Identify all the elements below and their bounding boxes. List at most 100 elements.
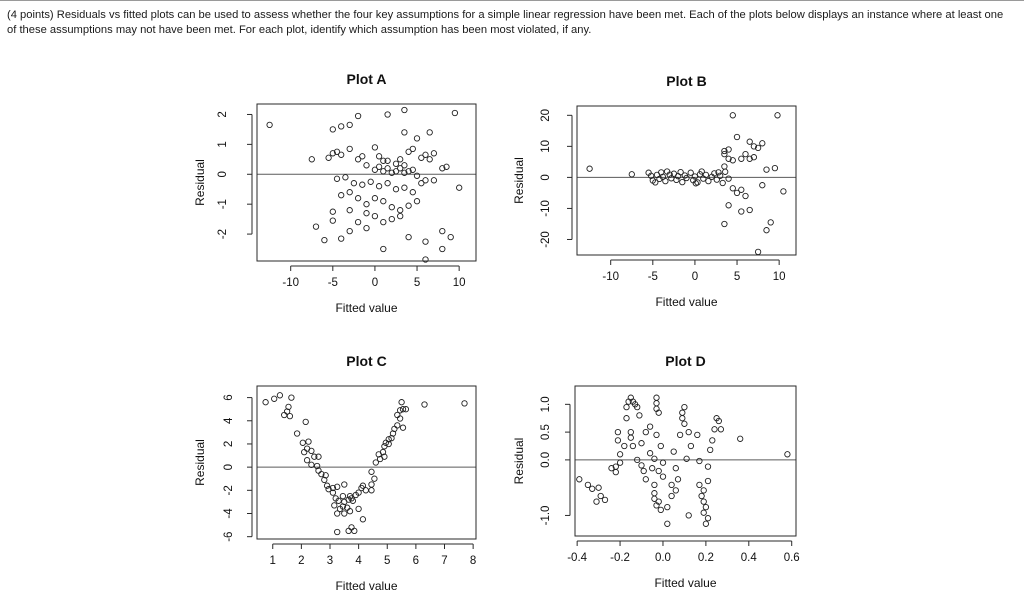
plot-title: Plot A <box>347 71 387 87</box>
data-point <box>696 481 703 489</box>
data-point <box>363 224 370 232</box>
y-axis: -20 -10 0 10 20 <box>540 109 573 248</box>
data-point <box>308 461 315 468</box>
data-point <box>662 177 669 185</box>
data-point <box>271 395 278 402</box>
data-point <box>721 220 728 228</box>
data-point <box>299 439 306 446</box>
plot-frame <box>576 105 797 256</box>
data-point <box>707 446 714 454</box>
data-point <box>696 457 703 465</box>
data-point <box>668 481 675 489</box>
data-point <box>346 492 354 500</box>
data-point <box>725 146 732 153</box>
data-point <box>784 451 791 458</box>
data-point <box>656 175 663 183</box>
data-point <box>627 428 634 436</box>
data-point <box>401 106 408 114</box>
data-point <box>331 502 338 509</box>
data-point <box>302 418 309 426</box>
data-point <box>409 189 416 196</box>
data-point <box>702 503 710 511</box>
data-point <box>341 510 348 517</box>
data-point <box>388 169 395 176</box>
x-tick-label: -5 <box>648 271 658 283</box>
x-tick-label: -0.2 <box>610 552 630 564</box>
data-point <box>729 157 736 164</box>
data-point <box>677 168 684 176</box>
data-point <box>651 455 658 462</box>
data-point <box>651 490 658 497</box>
data-point <box>668 492 675 500</box>
data-point <box>759 140 766 147</box>
data-point <box>653 394 660 401</box>
data-point <box>355 505 362 513</box>
data-point <box>717 172 724 179</box>
data-point <box>346 207 353 214</box>
data-point <box>634 456 641 464</box>
data-point <box>409 166 416 173</box>
data-point <box>329 126 336 133</box>
data-point <box>329 150 336 157</box>
data-point <box>451 109 459 117</box>
data-point <box>262 399 269 406</box>
data-point <box>657 506 664 514</box>
data-point <box>422 256 429 263</box>
y-axis: -1.0 0.0 0.5 1.0 <box>540 396 571 525</box>
y-tick-label: 1 <box>217 141 229 147</box>
data-point <box>698 168 705 175</box>
data-point <box>375 153 383 160</box>
data-point <box>293 430 301 437</box>
data-point <box>612 463 619 470</box>
x-tick-label: 8 <box>470 555 476 567</box>
y-tick-label: 10 <box>540 140 552 153</box>
x-tick-label: 5 <box>384 555 390 567</box>
data-point <box>385 436 392 443</box>
chart-c: Plot C 1 2 3 4 5 6 7 8 Fitted value -6 -4 -2 0 2 4 6 Resi… <box>193 353 477 593</box>
data-point <box>746 206 753 214</box>
data-point <box>655 467 662 475</box>
data-point <box>355 489 362 496</box>
data-point <box>396 415 404 422</box>
data-point <box>405 233 412 241</box>
data-point <box>389 430 397 437</box>
y-tick-label: 2 <box>223 441 235 447</box>
data-point <box>325 486 332 493</box>
data-point <box>335 497 342 504</box>
data-point <box>608 465 615 472</box>
data-point <box>595 484 602 491</box>
data-point <box>616 451 624 458</box>
data-point <box>368 487 375 494</box>
data-point <box>333 148 341 155</box>
data-point <box>638 440 645 447</box>
data-point <box>371 166 379 173</box>
data-point <box>700 175 707 182</box>
data-point <box>664 520 671 527</box>
data-point <box>439 227 446 235</box>
y-tick-label: 6 <box>223 394 235 400</box>
data-point <box>354 156 362 163</box>
data-point <box>392 168 400 175</box>
data-point <box>621 442 628 450</box>
data-point <box>381 443 388 450</box>
data-point <box>676 431 684 439</box>
data-point <box>321 236 328 244</box>
data-point <box>729 112 736 119</box>
data-point <box>653 431 660 439</box>
question-line-2: of these assumptions may not have been m… <box>7 24 592 36</box>
data-point <box>312 223 320 230</box>
data-point <box>737 435 744 442</box>
y-tick-label: -2 <box>223 485 235 495</box>
data-point <box>679 415 686 422</box>
data-point <box>430 150 438 157</box>
data-point <box>359 153 366 160</box>
data-point <box>628 171 635 178</box>
data-point <box>376 455 384 463</box>
y-tick-label: -1 <box>217 199 229 209</box>
data-point <box>285 403 292 411</box>
data-point <box>657 442 664 450</box>
data-point <box>346 145 353 153</box>
x-tick-label: -5 <box>328 277 338 289</box>
data-point <box>681 420 688 427</box>
data-point <box>346 227 353 235</box>
